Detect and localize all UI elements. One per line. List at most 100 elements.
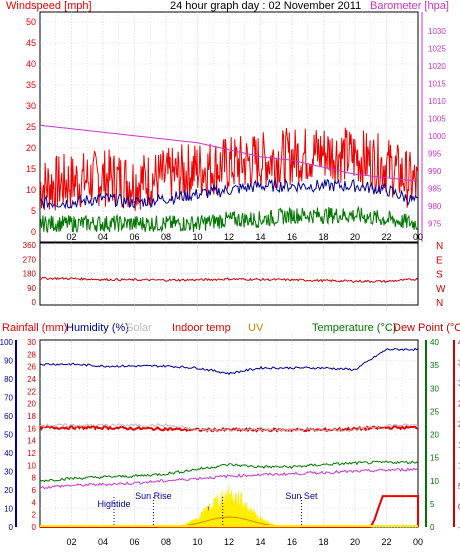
rain-y-tick-label: 12 xyxy=(27,449,36,458)
x-tick-label: 10 xyxy=(192,232,202,242)
wind-y-tick-label: 50 xyxy=(26,17,36,27)
x-tick-label: 22 xyxy=(381,232,391,242)
dewpoint-y-tick-label: 35 xyxy=(458,359,460,368)
legend-temperature: Temperature (°C) xyxy=(312,322,396,334)
barometer-y-tick-label: 1020 xyxy=(428,62,446,71)
barometer-y-tick-label: 1015 xyxy=(428,79,446,88)
humidity-y-tick-label: 100 xyxy=(0,338,14,347)
x-tick-label: 04 xyxy=(98,232,108,242)
dewpoint-y-tick-label: 5 xyxy=(458,482,460,491)
direction-y-tick-label: 0 xyxy=(32,298,37,307)
wind-y-tick-label: 25 xyxy=(26,122,36,132)
humidity-y-tick-label: 50 xyxy=(4,431,13,440)
legend-uv: UV xyxy=(248,322,264,334)
wind-direction-line xyxy=(39,276,419,284)
temp-y-tick-label: 35 xyxy=(430,361,439,370)
legend-indoor-temp: Indoor temp xyxy=(172,322,231,334)
windspeed-average-line xyxy=(39,178,418,210)
x-tick-label: 02 xyxy=(66,232,76,242)
barometer-y-tick-label: 995 xyxy=(428,149,442,158)
rain-y-tick-label: 20 xyxy=(27,400,36,409)
axis-tick-labels: 0510152025303540455097598098599099510001… xyxy=(0,17,460,547)
x-tick-label: 14 xyxy=(255,537,265,547)
humidity-y-tick-label: 40 xyxy=(4,449,13,458)
series-lines xyxy=(39,124,419,528)
rain-y-tick-label: 18 xyxy=(27,412,36,421)
temp-y-tick-label: 40 xyxy=(430,338,439,347)
legend-solar: Solar xyxy=(126,322,152,334)
climate-series-line xyxy=(39,467,419,490)
direction-y-tick-label: 90 xyxy=(27,284,36,293)
rain-y-tick-label: 30 xyxy=(27,338,36,347)
rain-y-tick-label: 16 xyxy=(27,424,36,433)
barometer-line xyxy=(39,124,419,182)
temp-y-tick-label: 20 xyxy=(430,431,439,440)
x-tick-label: 06 xyxy=(129,537,139,547)
wind-y-tick-label: 45 xyxy=(26,38,36,48)
compass-label: N xyxy=(436,241,443,252)
windspeed-gust-line xyxy=(39,127,419,211)
dewpoint-y-tick-label: 0 xyxy=(458,502,460,511)
barometer-y-tick-label: 985 xyxy=(428,184,442,193)
humidity-y-tick-label: 0 xyxy=(9,523,14,532)
rain-y-tick-label: 28 xyxy=(27,350,36,359)
x-tick-label: 08 xyxy=(161,232,171,242)
windspeed-label: Windspeed [mph] xyxy=(6,0,92,12)
dewpoint-y-tick-label: 40 xyxy=(458,338,460,347)
wind-y-tick-label: 5 xyxy=(31,206,36,216)
rain-y-tick-label: 2 xyxy=(32,511,37,520)
dewpoint-y-tick-label: 15 xyxy=(458,441,460,450)
dewpoint-y-tick-label: -5 xyxy=(458,523,460,532)
x-tick-label: 22 xyxy=(381,537,391,547)
temp-y-tick-label: 30 xyxy=(430,384,439,393)
rain-y-tick-label: 4 xyxy=(32,498,37,507)
humidity-y-tick-label: 70 xyxy=(4,394,13,403)
x-tick-label: 04 xyxy=(98,537,108,547)
x-tick-label: 12 xyxy=(224,537,234,547)
x-tick-label: 16 xyxy=(287,232,297,242)
barometer-y-tick-label: 1025 xyxy=(428,44,446,53)
rain-y-tick-label: 8 xyxy=(32,474,37,483)
barometer-y-tick-label: 1005 xyxy=(428,114,446,123)
humidity-y-tick-label: 10 xyxy=(4,505,13,514)
x-tick-label: 20 xyxy=(350,537,360,547)
compass-label: W xyxy=(436,284,446,295)
barometer-y-tick-label: 1030 xyxy=(428,27,446,36)
temp-y-tick-label: 0 xyxy=(430,523,435,532)
dewpoint-y-tick-label: 10 xyxy=(458,461,460,470)
graph-title: 24 hour graph day : 02 November 2011 xyxy=(170,0,361,12)
temp-y-tick-label: 15 xyxy=(430,454,439,463)
x-tick-label: 02 xyxy=(66,537,76,547)
direction-y-tick-label: 180 xyxy=(23,270,37,279)
wind-y-tick-label: 15 xyxy=(26,164,36,174)
temp-y-tick-label: 25 xyxy=(430,407,439,416)
x-tick-label: 10 xyxy=(192,537,202,547)
direction-y-tick-label: 360 xyxy=(23,241,37,250)
humidity-y-tick-label: 90 xyxy=(4,357,13,366)
dewpoint-y-tick-label: 30 xyxy=(458,379,460,388)
annotation-label: Sun Rise xyxy=(135,491,172,501)
x-tick-label: 18 xyxy=(318,232,328,242)
grid-lines xyxy=(15,12,455,528)
rain-y-tick-label: 14 xyxy=(27,437,36,446)
climate-series-line xyxy=(39,423,419,432)
temp-y-tick-label: 5 xyxy=(430,500,435,509)
rain-y-tick-label: 24 xyxy=(27,375,36,384)
windspeed-low-line xyxy=(39,205,419,234)
rain-y-tick-label: 6 xyxy=(32,486,37,495)
rain-y-tick-label: 26 xyxy=(27,363,36,372)
x-tick-label: 00 xyxy=(413,537,423,547)
compass-label: N xyxy=(436,298,443,309)
wind-y-tick-label: 10 xyxy=(26,185,36,195)
wind-y-tick-label: 20 xyxy=(26,143,36,153)
rain-y-tick-label: 22 xyxy=(27,387,36,396)
barometer-y-tick-label: 975 xyxy=(428,219,442,228)
temp-y-tick-label: 10 xyxy=(430,477,439,486)
rain-y-tick-label: 10 xyxy=(27,461,36,470)
x-tick-label: 06 xyxy=(129,232,139,242)
x-tick-label: 08 xyxy=(161,537,171,547)
wind-y-tick-label: 40 xyxy=(26,59,36,69)
barometer-label: Barometer [hpa] xyxy=(370,0,449,12)
barometer-y-tick-label: 980 xyxy=(428,202,442,211)
